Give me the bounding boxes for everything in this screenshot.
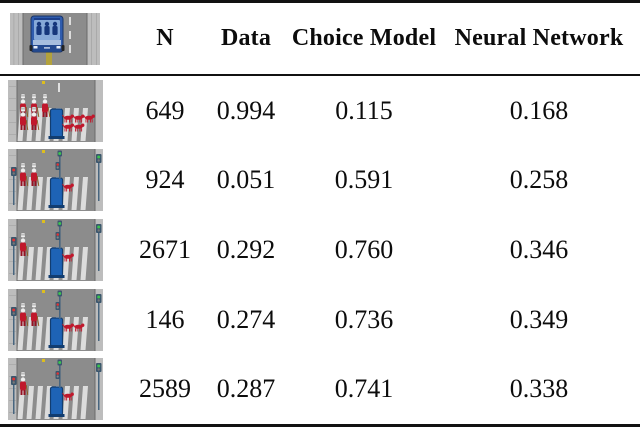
scenario-image-cell [0, 149, 118, 212]
scenario-image-cell [0, 79, 118, 142]
cell-n: 924 [145, 165, 185, 195]
cell-neural-network: 0.346 [509, 234, 569, 264]
cell-n: 649 [145, 95, 185, 125]
cell-choice-model: 0.760 [334, 234, 394, 264]
table-row: 2589 0.287 0.741 0.338 [0, 354, 640, 424]
cell-data: 0.287 [216, 374, 276, 404]
cell-data: 0.274 [216, 304, 276, 334]
column-header-n: N [156, 25, 174, 51]
cell-data: 0.051 [216, 165, 276, 195]
cell-neural-network: 0.258 [509, 165, 569, 195]
cell-neural-network: 0.349 [509, 304, 569, 334]
header-image-cell [0, 12, 118, 65]
cell-choice-model: 0.591 [334, 165, 394, 195]
table-body: 649 0.994 0.115 0.168 924 0.051 0.591 0.258 2671… [0, 76, 640, 424]
crosswalk-scenario-thumbnail [8, 288, 103, 351]
column-header-data: Data [220, 25, 272, 51]
cell-data: 0.292 [216, 234, 276, 264]
cell-neural-network: 0.168 [509, 95, 569, 125]
table-row: 924 0.051 0.591 0.258 [0, 146, 640, 216]
scenario-image-cell [0, 358, 118, 421]
cell-n: 146 [145, 304, 185, 334]
table-row: 2671 0.292 0.760 0.346 [0, 215, 640, 285]
table-row: 649 0.994 0.115 0.168 [0, 76, 640, 146]
scenario-image-cell [0, 288, 118, 351]
column-header-neural-network: Neural Network [454, 25, 624, 51]
crosswalk-scenario-thumbnail [8, 149, 103, 212]
cell-n: 2589 [139, 374, 191, 404]
column-header-choice-model: Choice Model [291, 25, 437, 51]
cell-neural-network: 0.338 [509, 374, 569, 404]
table-header-row: N Data Choice Model Neural Network [0, 3, 640, 76]
crosswalk-scenario-thumbnail [8, 358, 103, 421]
cell-data: 0.994 [216, 95, 276, 125]
scenario-image-cell [0, 218, 118, 281]
cell-choice-model: 0.115 [335, 95, 393, 125]
cell-n: 2671 [139, 234, 191, 264]
cell-choice-model: 0.736 [334, 304, 394, 334]
crosswalk-scenario-thumbnail [8, 79, 103, 142]
autonomous-car-scene-thumbnail [10, 12, 100, 65]
table-row: 146 0.274 0.736 0.349 [0, 285, 640, 355]
cell-choice-model: 0.741 [334, 374, 394, 404]
crosswalk-scenario-thumbnail [8, 218, 103, 281]
